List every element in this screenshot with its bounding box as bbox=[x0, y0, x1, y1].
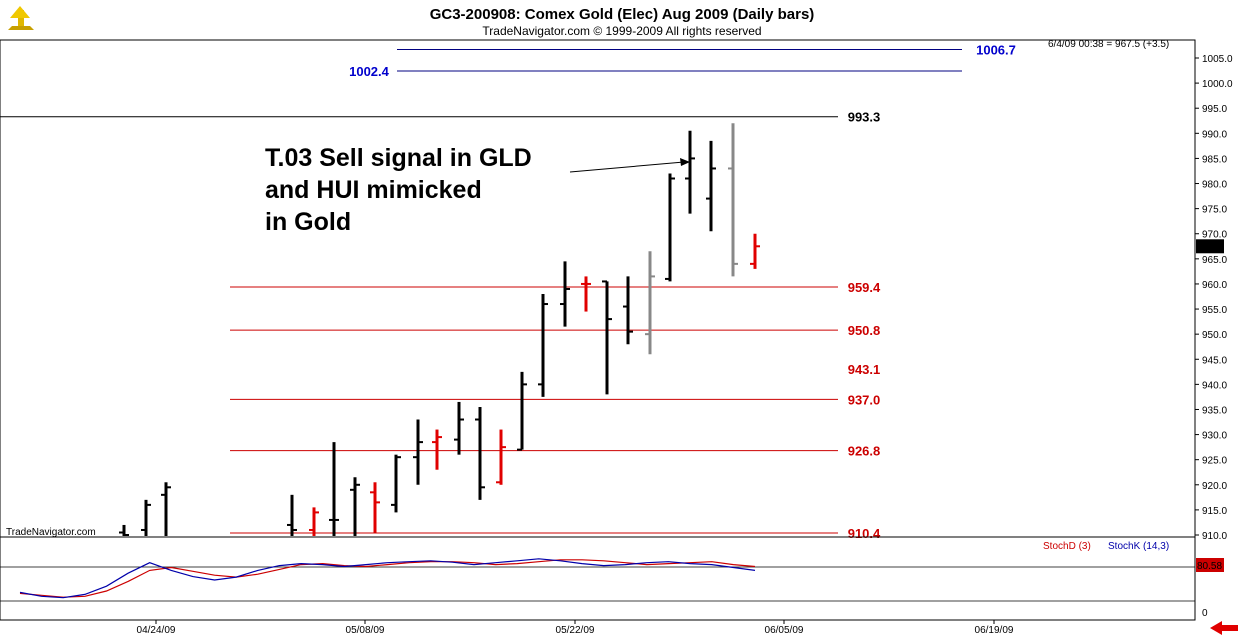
ohlc-bar bbox=[623, 276, 633, 345]
level-label-910.4: 910.4 bbox=[848, 526, 881, 541]
y-tick-label: 1005.0 bbox=[1202, 54, 1233, 65]
annotation-line-3: in Gold bbox=[265, 208, 351, 236]
y-tick-label: 925.0 bbox=[1202, 456, 1227, 467]
y-tick-label: 915.0 bbox=[1202, 506, 1227, 517]
stochastic-pane bbox=[0, 536, 1196, 621]
level-label-937.0: 937.0 bbox=[848, 392, 881, 407]
y-tick-label: 930.0 bbox=[1202, 431, 1227, 442]
annotation-arrow-head bbox=[680, 158, 690, 166]
ohlc-bar bbox=[413, 419, 423, 485]
watermark: TradeNavigator.com bbox=[6, 527, 96, 538]
quote-info: 6/4/09 00:38 = 967.5 (+3.5) bbox=[1048, 39, 1169, 50]
ohlc-bar bbox=[391, 454, 401, 513]
x-tick-label: 04/24/09 bbox=[137, 625, 176, 636]
ohlc-bar bbox=[161, 482, 171, 536]
ohlc-bar bbox=[750, 233, 760, 269]
x-tick-label: 06/19/09 bbox=[975, 625, 1014, 636]
ohlc-bar bbox=[496, 429, 506, 485]
ohlc-bar bbox=[706, 140, 716, 232]
price-pane bbox=[0, 39, 1196, 538]
annotation-line-2: and HUI mimicked bbox=[265, 176, 482, 204]
y-tick-label: 990.0 bbox=[1202, 129, 1227, 140]
y-tick-label: 975.0 bbox=[1202, 205, 1227, 216]
y-tick-label: 945.0 bbox=[1202, 355, 1227, 366]
ohlc-bar bbox=[309, 507, 319, 536]
annotation-line-1: T.03 Sell signal in GLD bbox=[265, 144, 532, 172]
ohlc-bar bbox=[350, 477, 360, 536]
y-tick-label: 920.0 bbox=[1202, 481, 1227, 492]
ohlc-bar bbox=[581, 276, 591, 312]
level-label-993.3: 993.3 bbox=[848, 110, 881, 125]
stoch-d-line bbox=[19, 559, 756, 598]
annotation-arrow bbox=[569, 161, 685, 173]
ohlc-bar bbox=[329, 442, 339, 536]
stoch-k-line bbox=[19, 558, 756, 599]
ohlc-bar bbox=[141, 499, 151, 536]
left-arrow-icon[interactable] bbox=[1206, 621, 1242, 635]
ohlc-bar bbox=[728, 123, 738, 277]
y-tick-label: 955.0 bbox=[1202, 305, 1227, 316]
ohlc-bar bbox=[119, 524, 129, 536]
ohlc-bar bbox=[665, 173, 675, 282]
level-label-959.4: 959.4 bbox=[848, 280, 881, 295]
y-tick-label: 980.0 bbox=[1202, 180, 1227, 191]
stoch-d-legend: StochD (3) bbox=[1043, 541, 1091, 552]
ohlc-bar bbox=[475, 406, 485, 500]
y-tick-label: 965.0 bbox=[1202, 255, 1227, 266]
level-label-950.8: 950.8 bbox=[848, 323, 881, 338]
last-price-label: 967.5 bbox=[1197, 242, 1222, 253]
stoch-axis-zero: 0 bbox=[1202, 608, 1208, 619]
last-price-badge bbox=[1196, 239, 1224, 254]
ohlc-bar bbox=[602, 280, 612, 395]
x-tick-label: 05/08/09 bbox=[346, 625, 385, 636]
y-tick-label: 940.0 bbox=[1202, 380, 1227, 391]
y-tick-label: 995.0 bbox=[1202, 104, 1227, 115]
ohlc-bar bbox=[517, 371, 527, 451]
logo-icon[interactable] bbox=[4, 4, 38, 32]
level-label-926.8: 926.8 bbox=[848, 444, 881, 459]
stoch-last-value-badge: 80.58 bbox=[1196, 558, 1224, 572]
copyright-subtitle: TradeNavigator.com © 1999-2009 All right… bbox=[482, 24, 761, 38]
ohlc-bar bbox=[287, 494, 297, 536]
ohlc-bar bbox=[645, 251, 655, 355]
y-tick-label: 950.0 bbox=[1202, 330, 1227, 341]
x-tick-label: 05/22/09 bbox=[556, 625, 595, 636]
ohlc-bar bbox=[454, 401, 464, 455]
ohlc-bar bbox=[538, 293, 548, 397]
ohlc-bar bbox=[432, 429, 442, 470]
ohlc-bar bbox=[370, 482, 380, 533]
y-tick-label: 935.0 bbox=[1202, 405, 1227, 416]
y-tick-label: 1000.0 bbox=[1202, 79, 1233, 90]
level-label-1006.7: 1006.7 bbox=[976, 42, 1016, 57]
sell-signal-annotation: T.03 Sell signal in GLD and HUI mimicked… bbox=[265, 144, 690, 236]
ohlc-bar bbox=[685, 130, 695, 214]
x-tick-label: 06/05/09 bbox=[765, 625, 804, 636]
chart-title: GC3-200908: Comex Gold (Elec) Aug 2009 (… bbox=[430, 6, 815, 23]
y-tick-label: 910.0 bbox=[1202, 531, 1227, 542]
y-tick-label: 985.0 bbox=[1202, 154, 1227, 165]
level-label-1002.4: 1002.4 bbox=[349, 64, 390, 79]
level-label-943.1: 943.1 bbox=[848, 362, 881, 377]
ohlc-bar bbox=[560, 261, 570, 327]
y-tick-label: 970.0 bbox=[1202, 230, 1227, 241]
stoch-last-value: 80.58 bbox=[1197, 561, 1222, 572]
stoch-k-legend: StochK (14,3) bbox=[1108, 541, 1169, 552]
y-tick-label: 960.0 bbox=[1202, 280, 1227, 291]
